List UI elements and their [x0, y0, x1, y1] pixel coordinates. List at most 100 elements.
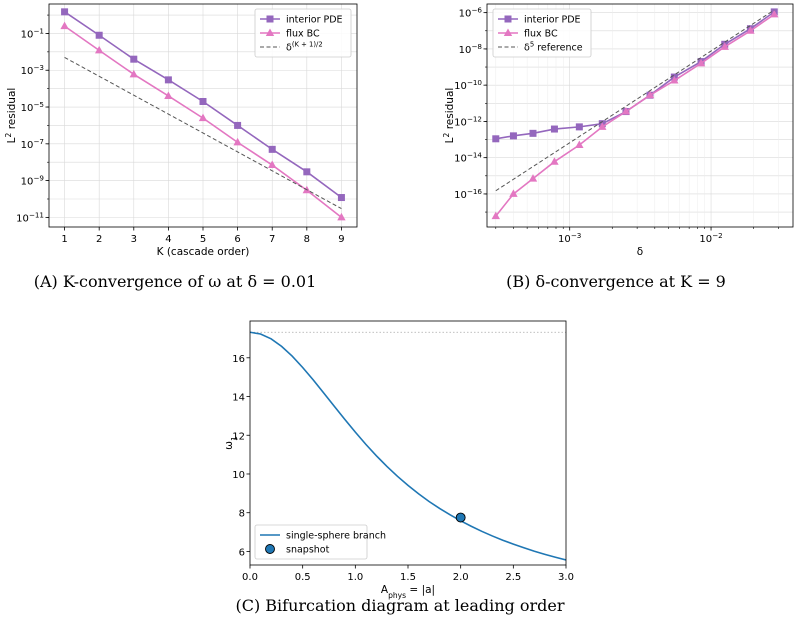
data-point: [198, 113, 208, 122]
y-tick-label: 10−10: [454, 78, 482, 93]
x-tick-label: 7: [269, 234, 275, 245]
data-point: [645, 90, 655, 99]
series-line: [250, 331, 566, 561]
y-axis-label: ω1: [223, 436, 239, 450]
data-point: [60, 21, 69, 30]
data-point: [550, 157, 559, 165]
y-tick-label: 10−14: [454, 150, 482, 165]
x-tick-label: 8: [304, 234, 310, 245]
y-tick-label: 12: [232, 431, 245, 442]
legend-label: flux BC: [524, 29, 558, 40]
y-tick-label: 10−7: [21, 136, 44, 151]
plot-frame: [486, 3, 794, 228]
legend-marker: [504, 15, 512, 23]
y-axis-label: L2 residual: [442, 88, 457, 144]
legend-label: single-sphere branch: [286, 531, 386, 542]
x-tick-label: 2.0: [453, 572, 469, 583]
legend-marker: [265, 544, 275, 554]
data-point: [95, 31, 103, 39]
data-point: [696, 58, 706, 67]
x-axis-label: Aphys = |a|: [381, 584, 435, 600]
data-point: [550, 125, 558, 133]
x-tick-label: 5: [200, 234, 206, 245]
data-point: [720, 42, 729, 50]
data-point: [233, 137, 242, 146]
y-tick-label: 16: [232, 354, 245, 365]
x-tick-label: 9: [338, 234, 344, 245]
x-tick-label: 1: [61, 234, 67, 245]
series-b: [491, 8, 779, 220]
data-point: [129, 69, 138, 78]
data-point: [575, 123, 583, 131]
y-tick-label: 10−1: [21, 26, 44, 41]
data-point: [94, 45, 104, 54]
y-tick-label: 10−11: [16, 210, 44, 225]
legend: interior PDE flux BCδ(K + 1)/2: [254, 8, 352, 58]
y-tick-label: 10: [232, 470, 245, 481]
x-tick-label: 3: [131, 234, 137, 245]
data-point: [199, 97, 207, 105]
y-tick-label: 10−3: [21, 63, 44, 78]
caption-b: (B) δ-convergence at K = 9: [506, 272, 726, 291]
y-tick-label: 8: [239, 509, 245, 520]
x-axis-label: K (cascade order): [157, 246, 250, 258]
legend-label: δ5 reference: [524, 41, 583, 54]
caption-c: (C) Bifurcation diagram at leading order: [235, 596, 564, 615]
x-tick-label: 4: [165, 234, 171, 245]
data-point: [670, 76, 679, 84]
panel-a: 1 2 3 4 5 6 7 8 9 10−1 10−3 10−5 10−7 10−9 10−11 K (cas…: [4, 3, 358, 258]
data-point: [234, 121, 242, 129]
x-tick-label: 0.0: [242, 572, 258, 583]
data-point: [491, 211, 500, 220]
panel-b: 10−3 10−2 10−6 10−8 10−10 10−12 10−14 10−16 δ L2 …: [442, 3, 794, 258]
data-point: [621, 107, 631, 115]
data-point: [528, 174, 538, 182]
x-tick-label: 3.0: [558, 572, 574, 583]
x-tick-label: 10−3: [558, 231, 581, 246]
legend-box: [492, 8, 592, 58]
grid-a: [49, 4, 357, 227]
series-line: [64, 56, 342, 210]
legend-label: δ(K + 1)/2: [286, 41, 323, 54]
x-tick-label: 1.0: [347, 572, 363, 583]
data-point: [575, 140, 584, 149]
y-tick-label: 6: [239, 547, 245, 558]
legend-marker: [265, 28, 275, 36]
legend-label: interior PDE: [524, 15, 581, 26]
series-a: [60, 8, 346, 221]
panel-c: 0.0 0.5 1.0 1.5 2.0 2.5 3.0 6 8 10 12 14 16 Aphys = |…: [223, 320, 574, 600]
legend-marker: [266, 15, 274, 23]
y-tick-label: 10−16: [454, 186, 482, 201]
y-axis-label: L2 residual: [4, 88, 19, 144]
x-axis-label: δ: [637, 246, 643, 258]
x-tick-label: 1.5: [400, 572, 416, 583]
x-tick-label: 2.5: [505, 572, 521, 583]
data-point: [337, 194, 345, 202]
legend-box: [254, 524, 368, 560]
data-point: [529, 129, 537, 137]
data-point: [130, 55, 138, 63]
data-point: [337, 212, 346, 221]
legend-box: [254, 8, 352, 58]
data-point: [268, 145, 276, 153]
data-point: [509, 189, 518, 197]
legend-label: snapshot: [286, 545, 330, 556]
data-point: [598, 122, 607, 130]
x-tick-label: 10−2: [699, 231, 722, 246]
data-point: [770, 9, 779, 18]
data-point: [455, 512, 466, 523]
caption-a: (A) K-convergence of ω at δ = 0.01: [34, 272, 317, 291]
data-point: [746, 26, 755, 34]
legend-label: flux BC: [286, 29, 320, 40]
x-tick-label: 2: [96, 234, 102, 245]
legend: single-sphere branch snapshot: [254, 524, 386, 560]
data-point: [61, 8, 69, 16]
data-point: [509, 132, 517, 140]
x-tick-label: 6: [234, 234, 240, 245]
x-tick-label: 0.5: [295, 572, 311, 583]
y-tick-label: 10−12: [454, 114, 482, 129]
y-tick-label: 10−6: [459, 5, 483, 20]
series-line: [495, 9, 775, 192]
